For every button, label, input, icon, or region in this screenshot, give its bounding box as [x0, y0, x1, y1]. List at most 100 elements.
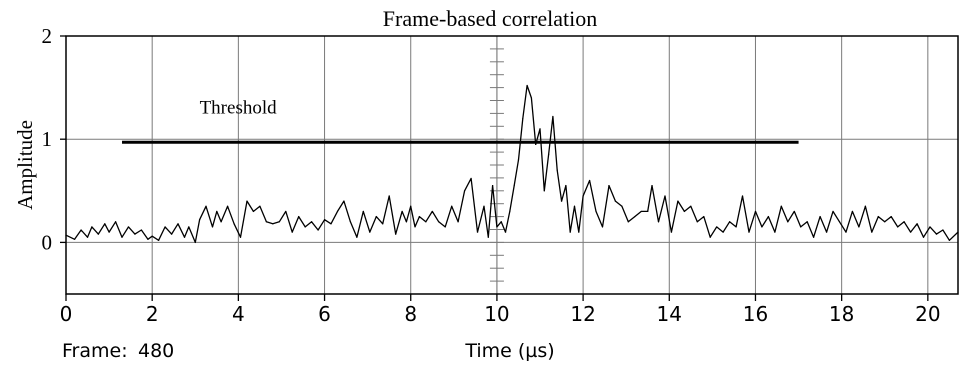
x-tick-label: 14 [657, 302, 682, 326]
data-point [651, 185, 653, 187]
data-point [535, 143, 537, 145]
data-point [813, 236, 815, 238]
x-tick-label: 6 [318, 302, 331, 326]
data-point [414, 226, 416, 228]
x-tick-label: 2 [146, 302, 159, 326]
data-point [216, 210, 218, 213]
x-axis-ticks: 0 2 4 6 8 10 12 14 16 18 20 [60, 294, 941, 326]
data-point [444, 226, 446, 228]
x-tick-label: 20 [915, 302, 940, 326]
data-point [336, 210, 339, 213]
data-point [97, 233, 99, 235]
data-point [513, 185, 515, 187]
data-point [935, 233, 938, 235]
data-point [451, 205, 453, 207]
data-point [140, 229, 143, 231]
data-point [647, 210, 649, 213]
data-point [323, 219, 326, 221]
plot-frame [65, 35, 959, 295]
data-point [851, 210, 854, 213]
data-point [627, 221, 629, 223]
data-point [565, 185, 567, 187]
data-point [470, 177, 472, 180]
frame-label: Frame: [62, 340, 128, 362]
data-point [696, 221, 698, 223]
data-point [188, 226, 190, 228]
data-point [405, 221, 408, 223]
data-point [457, 221, 459, 223]
data-point [418, 216, 420, 218]
data-point [741, 195, 744, 197]
x-tick-label: 4 [232, 302, 245, 326]
data-point [864, 205, 866, 207]
data-point [543, 190, 545, 192]
data-point [158, 239, 160, 241]
data-point [548, 154, 550, 156]
data-point [496, 226, 498, 228]
data-point [487, 236, 489, 238]
data-point [220, 221, 222, 223]
x-tick-label: 18 [829, 302, 854, 326]
data-point [709, 236, 711, 238]
data-point [774, 231, 776, 233]
data-point [588, 179, 591, 182]
data-point [291, 231, 293, 233]
x-tick-label: 0 [60, 302, 73, 326]
data-point [211, 226, 214, 228]
data-point [683, 210, 685, 213]
x-tick-label: 8 [404, 302, 417, 326]
data-point [608, 185, 610, 187]
x-tick-label: 10 [484, 302, 509, 326]
data-point [754, 210, 757, 213]
data-point [922, 236, 925, 238]
data-point [343, 200, 345, 202]
data-point [362, 210, 364, 213]
data-point [147, 238, 149, 240]
data-point [438, 221, 440, 223]
data-point [670, 231, 673, 233]
x-axis-label: Time (µs) [464, 340, 554, 362]
data-point [897, 226, 899, 228]
data-point [903, 221, 905, 223]
data-point [819, 216, 821, 218]
data-point [356, 236, 358, 238]
data-point [793, 210, 795, 213]
data-point [552, 115, 554, 118]
data-point [298, 216, 300, 218]
data-point [239, 236, 242, 238]
data-point [226, 205, 229, 207]
data-point [942, 229, 944, 231]
data-point [522, 117, 524, 120]
data-point [483, 205, 485, 207]
data-point [114, 221, 117, 223]
data-point [761, 226, 763, 228]
data-point [349, 221, 352, 223]
data-point [476, 231, 479, 233]
data-point [677, 200, 679, 202]
data-point [729, 221, 731, 223]
data-point [621, 205, 623, 207]
data-point [205, 205, 207, 207]
data-point [832, 210, 834, 213]
x-tick-label: 16 [743, 302, 768, 326]
frame-value: 480 [138, 340, 174, 362]
chart-title: Frame-based correlation [383, 6, 597, 31]
data-point [500, 221, 502, 223]
data-point [595, 210, 597, 213]
data-point [86, 236, 89, 238]
data-point [634, 216, 636, 218]
data-point [382, 223, 384, 225]
data-point [425, 221, 427, 223]
data-point [80, 229, 82, 231]
data-point [278, 221, 280, 223]
data-point [640, 210, 642, 213]
x-tick-label: 12 [570, 302, 595, 326]
correlation-series-line [65, 84, 959, 244]
data-point [233, 223, 235, 225]
data-point [285, 210, 287, 213]
data-point [369, 231, 371, 233]
data-point [246, 200, 248, 202]
data-point [690, 205, 692, 207]
data-point [91, 226, 93, 228]
